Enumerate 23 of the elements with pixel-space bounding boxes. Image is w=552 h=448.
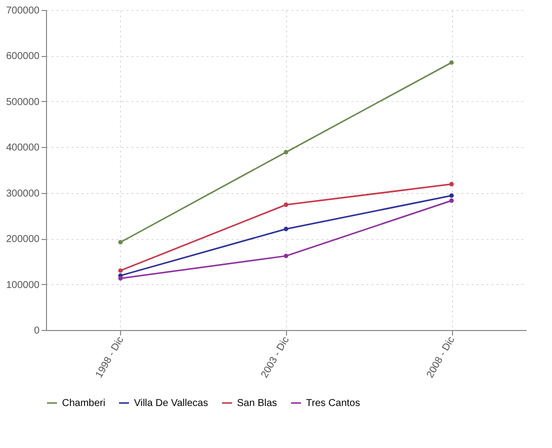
point [449, 182, 454, 186]
point [118, 268, 123, 273]
point [118, 276, 123, 281]
legend-label: Tres Cantos [306, 398, 360, 409]
point [118, 240, 123, 244]
point [449, 198, 454, 203]
y-tick-label: 500000 [6, 96, 40, 108]
point [284, 202, 288, 207]
y-tick-label: 200000 [6, 234, 40, 246]
y-tick-label: 700000 [6, 6, 40, 16]
y-tick-label: 400000 [6, 142, 40, 154]
y-tick-label: 300000 [6, 188, 40, 200]
y-tick-label: 0 [34, 326, 40, 336]
point [284, 254, 288, 258]
y-tick-label: 100000 [6, 280, 40, 291]
point [449, 193, 454, 198]
legend-label: Chamberi [62, 398, 106, 409]
legend-label: Villa De Vallecas [134, 398, 208, 409]
y-tick-label: 600000 [6, 51, 40, 62]
legend-label: San Blas [237, 398, 278, 409]
point [284, 226, 288, 232]
point [284, 150, 288, 154]
point [449, 60, 454, 65]
